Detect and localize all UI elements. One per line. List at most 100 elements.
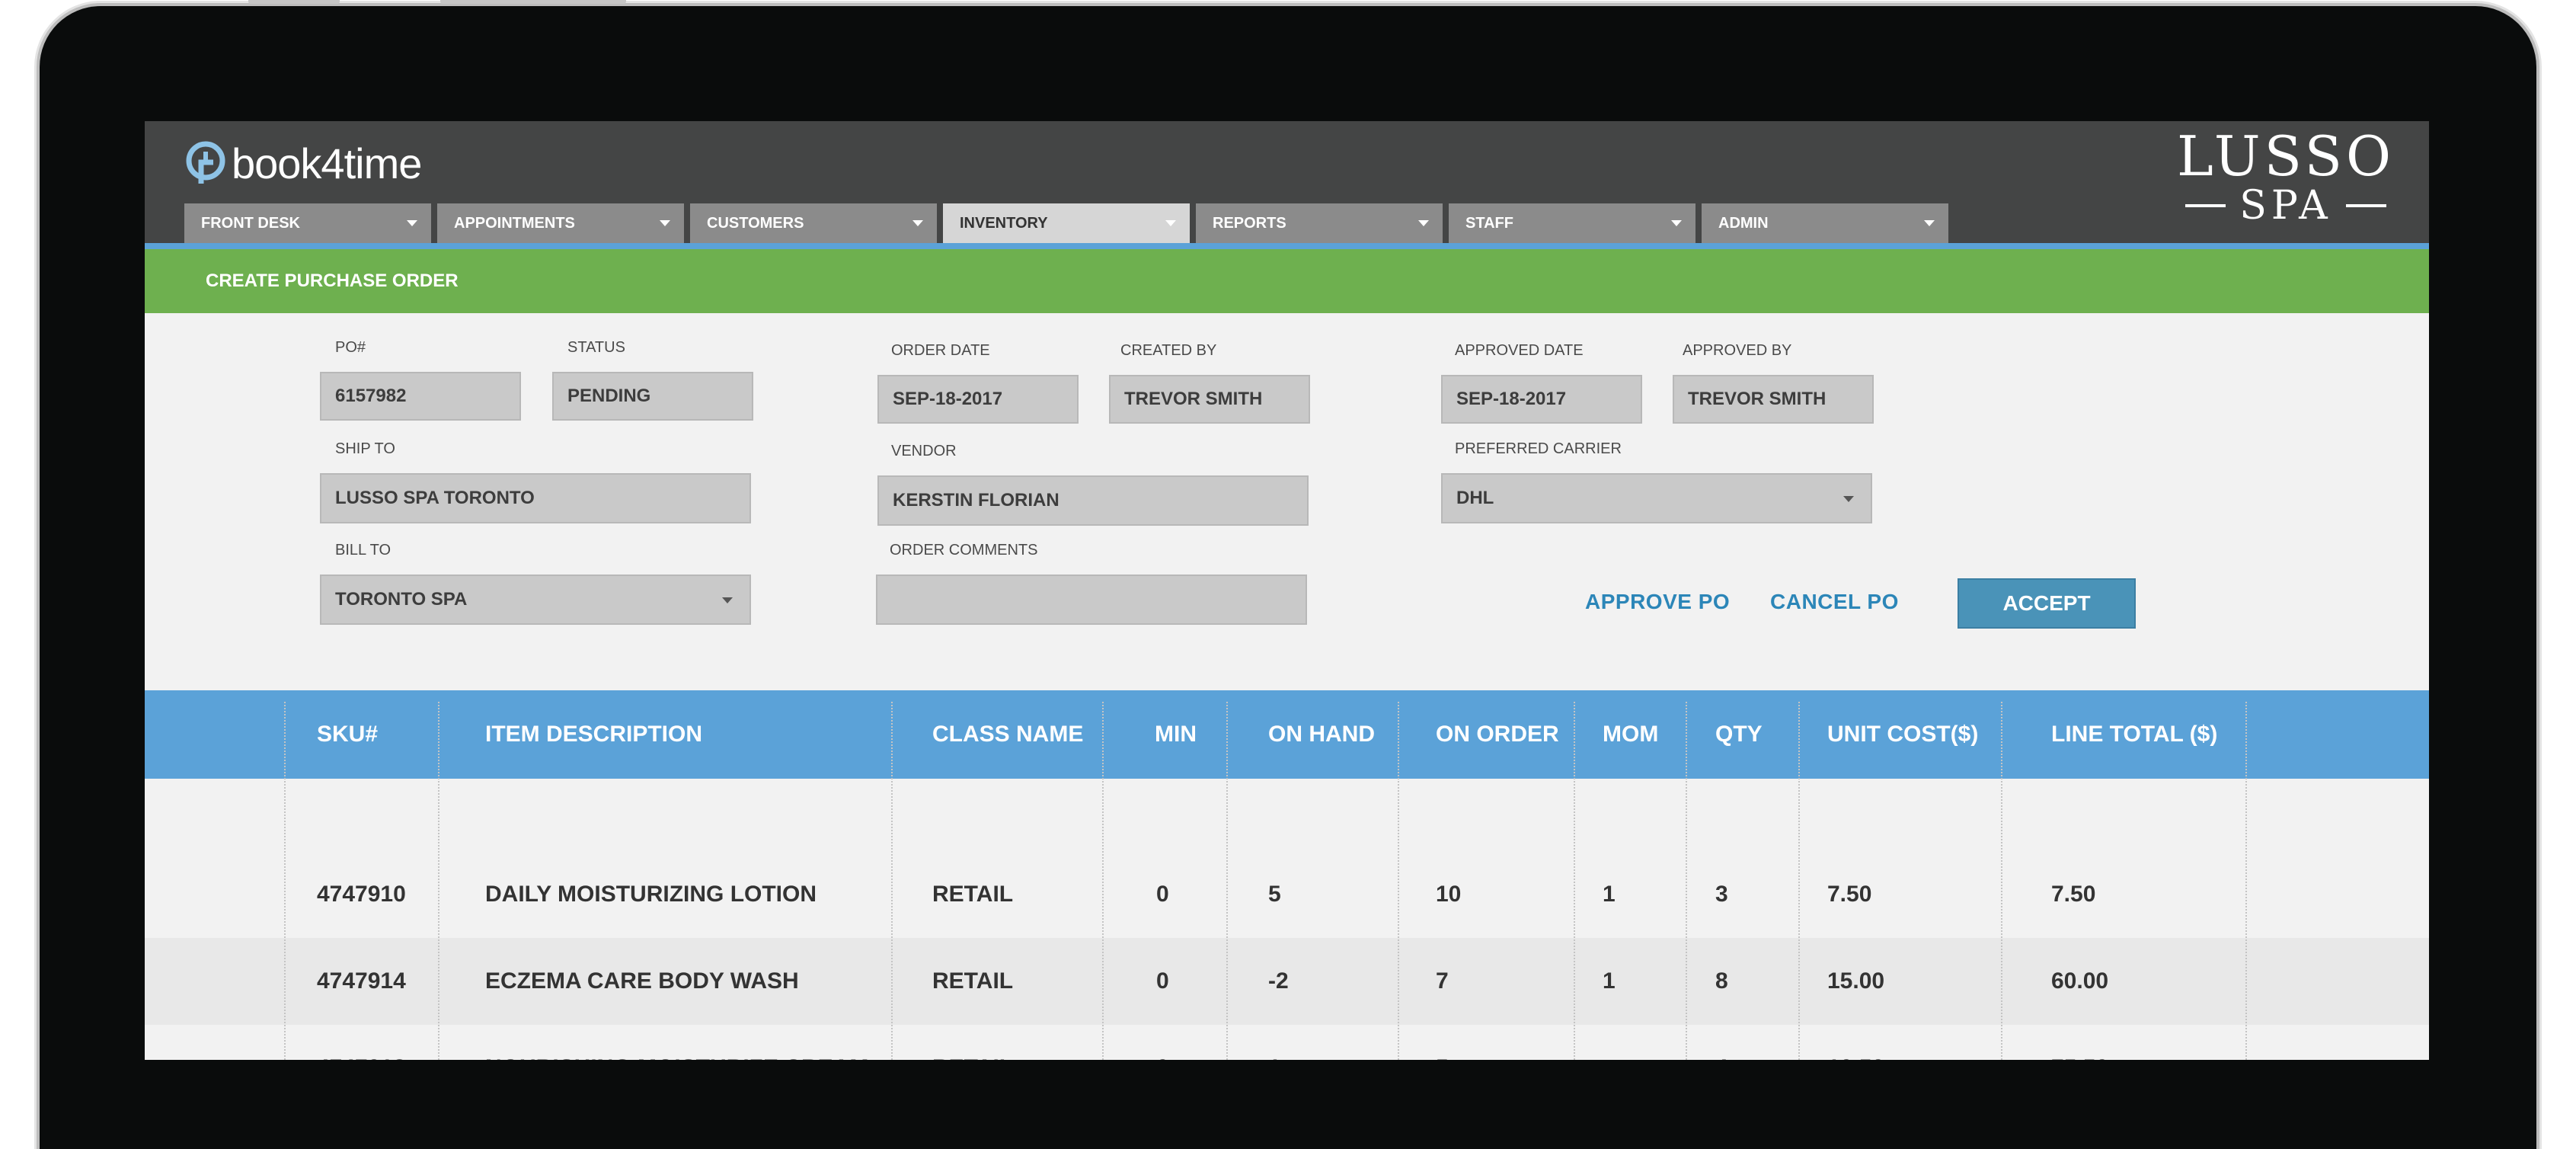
column-divider [1574, 702, 1575, 1060]
cell-on-hand: 1 [1268, 1025, 1281, 1060]
column-header-unit-cost[interactable]: UNIT COST($) [1827, 722, 1979, 747]
nav-tab-appointments[interactable]: APPOINTMENTS [437, 203, 684, 243]
column-header-line-total[interactable]: LINE TOTAL ($) [2051, 722, 2218, 747]
cell-on-order: 7 [1436, 968, 1449, 994]
table-row[interactable]: 4747910 DAILY MOISTURIZING LOTION RETAIL… [145, 851, 2429, 938]
lusso-spa-brand: LUSSO SPA [2172, 127, 2400, 226]
cell-on-order: 10 [1436, 882, 1462, 907]
cell-sku: 4747918 [317, 1025, 406, 1060]
column-divider [1102, 702, 1104, 1060]
preferred-carrier-label: PREFERRED CARRIER [1455, 440, 1622, 457]
cell-mom: 1 [1603, 882, 1616, 907]
table-row[interactable]: 4747914 ECZEMA CARE BODY WASH RETAIL 0 -… [145, 938, 2429, 1025]
column-header-qty[interactable]: QTY [1715, 722, 1763, 747]
table-row[interactable]: 4747918 NOURISHING MOISTURIZE CREAM RETA… [145, 1025, 2429, 1060]
cell-class-name: RETAIL [932, 968, 1014, 994]
cell-qty: 3 [1715, 882, 1728, 907]
column-divider [2245, 702, 2247, 1060]
chevron-down-icon [407, 220, 417, 226]
cell-class-name: RETAIL [932, 882, 1014, 907]
brand-dash [2185, 204, 2226, 207]
nav-tab-label: INVENTORY [960, 215, 1048, 232]
bezel-notch [440, 0, 626, 4]
approve-po-button[interactable]: APPROVE PO [1585, 590, 1731, 613]
nav-tab-customers[interactable]: CUSTOMERS [690, 203, 937, 243]
vendor-label: VENDOR [891, 443, 957, 459]
bill-to-select[interactable]: TORONTO SPA [320, 574, 751, 625]
bill-to-label: BILL TO [335, 542, 392, 558]
nav-tab-label: STAFF [1465, 215, 1513, 232]
header-accent-bar [145, 243, 2429, 249]
order-comments-label: ORDER COMMENTS [890, 542, 1038, 558]
logo-text: book4time [232, 139, 422, 187]
column-header-sku[interactable]: SKU# [317, 722, 379, 747]
po-number-field[interactable]: 6157982 [320, 372, 521, 421]
approved-by-label: APPROVED BY [1683, 342, 1792, 359]
cell-sku: 4747910 [317, 882, 406, 907]
column-header-on-order[interactable]: ON ORDER [1436, 722, 1559, 747]
nav-tab-admin[interactable]: ADMIN [1702, 203, 1948, 243]
chevron-down-icon [912, 220, 923, 226]
chevron-down-icon [1418, 220, 1429, 226]
cell-line-total: 7.50 [2051, 882, 2096, 907]
cancel-po-button[interactable]: CANCEL PO [1770, 590, 1899, 613]
cell-qty: 4 [1715, 1025, 1728, 1060]
ship-to-field[interactable]: LUSSO SPA TORONTO [320, 473, 751, 523]
cell-class-name: RETAIL [932, 1025, 1013, 1060]
nav-tab-front-desk[interactable]: FRONT DESK [184, 203, 431, 243]
nav-tab-label: FRONT DESK [201, 215, 300, 232]
nav-tab-label: ADMIN [1718, 215, 1769, 232]
order-comments-field[interactable] [876, 574, 1307, 625]
column-divider [284, 702, 286, 1060]
vendor-field[interactable]: KERSTIN FLORIAN [877, 475, 1309, 526]
cell-unit-cost: 10.50 [1827, 1025, 1884, 1060]
cell-item-description: DAILY MOISTURIZING LOTION [485, 882, 817, 907]
page-title: CREATE PURCHASE ORDER [206, 270, 459, 291]
cell-min: 0 [1156, 968, 1169, 994]
column-divider [1398, 702, 1399, 1060]
brand-subtitle-row: SPA [2172, 185, 2400, 226]
column-header-min[interactable]: MIN [1155, 722, 1197, 747]
column-header-class-name[interactable]: CLASS NAME [932, 722, 1084, 747]
chevron-down-icon [1843, 496, 1854, 502]
nav-tab-label: REPORTS [1213, 215, 1286, 232]
cell-line-total: 75.50 [2051, 1025, 2108, 1060]
approved-date-field[interactable]: SEP-18-2017 [1441, 375, 1642, 424]
preferred-carrier-select[interactable]: DHL [1441, 473, 1872, 523]
cell-item-description: NOURISHING MOISTURIZE CREAM [485, 1025, 868, 1060]
brand-dash [2345, 204, 2386, 207]
po-number-label: PO# [335, 339, 366, 356]
column-divider [438, 702, 439, 1060]
nav-tab-staff[interactable]: STAFF [1449, 203, 1695, 243]
cell-min: 0 [1156, 882, 1169, 907]
cell-qty: 8 [1715, 968, 1728, 994]
cell-on-hand: -2 [1268, 968, 1289, 994]
column-header-item-description[interactable]: ITEM DESCRIPTION [485, 722, 703, 747]
accept-button[interactable]: ACCEPT [1958, 578, 2136, 629]
created-by-field[interactable]: TREVOR SMITH [1109, 375, 1310, 424]
chevron-down-icon [1165, 220, 1176, 226]
column-divider [1798, 702, 1800, 1060]
book4time-logo[interactable]: book4time [184, 136, 422, 190]
approved-by-field[interactable]: TREVOR SMITH [1673, 375, 1874, 424]
column-divider [1686, 702, 1687, 1060]
column-divider [891, 702, 893, 1060]
nav-tab-reports[interactable]: REPORTS [1196, 203, 1443, 243]
bezel-notch [248, 0, 340, 4]
cell-on-hand: 5 [1268, 882, 1281, 907]
chevron-down-icon [1671, 220, 1682, 226]
column-header-mom[interactable]: MOM [1603, 722, 1659, 747]
order-date-field[interactable]: SEP-18-2017 [877, 375, 1079, 424]
nav-tab-label: CUSTOMERS [707, 215, 804, 232]
column-divider [2001, 702, 2002, 1060]
nav-tab-label: APPOINTMENTS [454, 215, 575, 232]
chevron-down-icon [660, 220, 670, 226]
cell-item-description: ECZEMA CARE BODY WASH [485, 968, 799, 994]
app-header: book4time LUSSO SPA FRONT DESK APPOINTME… [145, 121, 2429, 243]
approved-date-label: APPROVED DATE [1455, 342, 1584, 359]
cell-on-order: 5 [1436, 1025, 1449, 1060]
nav-tab-inventory[interactable]: INVENTORY [943, 203, 1190, 243]
cell-sku: 4747914 [317, 968, 406, 994]
column-header-on-hand[interactable]: ON HAND [1268, 722, 1375, 747]
status-field[interactable]: PENDING [552, 372, 753, 421]
